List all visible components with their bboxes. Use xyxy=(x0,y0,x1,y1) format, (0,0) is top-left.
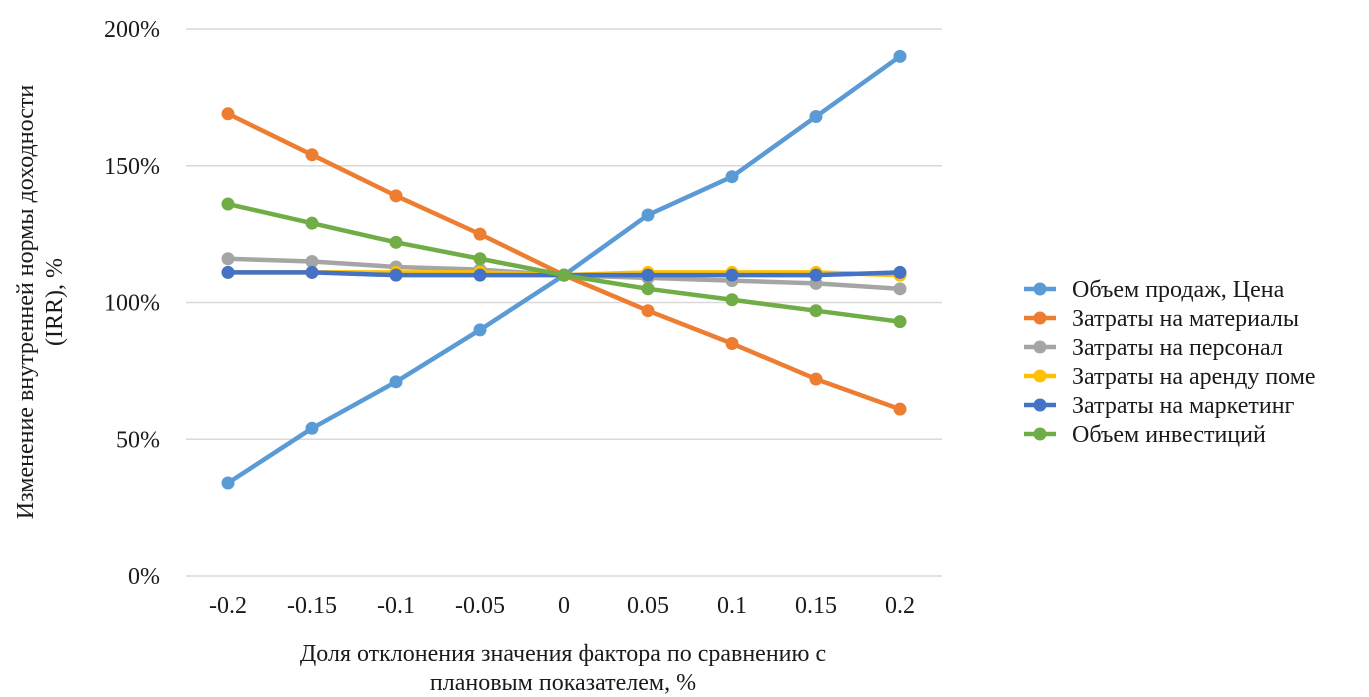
data-point xyxy=(809,268,823,282)
legend-swatch-marker xyxy=(1033,311,1047,325)
gridlines xyxy=(186,28,942,577)
y-axis-title-line: (IRR), % xyxy=(42,258,68,346)
legend-item: Объем продаж, Цена xyxy=(1024,277,1285,303)
legend-label: Затраты на персонал xyxy=(1072,335,1283,361)
data-point xyxy=(809,110,823,124)
data-point xyxy=(725,337,739,351)
legend-label: Затраты на материалы xyxy=(1072,306,1299,332)
legend-item: Затраты на персонал xyxy=(1024,335,1283,361)
data-point xyxy=(389,268,403,282)
y-axis-title: Изменение внутренней нормы доходности (IR… xyxy=(13,85,68,520)
x-tick-label: -0.1 xyxy=(377,593,415,619)
y-axis-ticks: 0% 50% 100% 150% 200% xyxy=(104,17,160,590)
y-tick-label: 100% xyxy=(104,291,160,317)
x-tick-label: -0.2 xyxy=(209,593,247,619)
legend-swatch-marker xyxy=(1033,427,1047,441)
legend-item: Затраты на материалы xyxy=(1024,306,1299,332)
data-point xyxy=(893,402,907,416)
legend-item: Затраты на аренду поме xyxy=(1024,364,1316,390)
legend-item: Объем инвестиций xyxy=(1024,422,1266,448)
data-point xyxy=(893,315,907,329)
data-point xyxy=(305,265,319,279)
y-tick-label: 150% xyxy=(104,154,160,180)
data-point xyxy=(809,372,823,386)
data-point xyxy=(725,170,739,184)
data-point xyxy=(305,148,319,162)
data-point xyxy=(221,107,235,121)
y-axis-title-line: Изменение внутренней нормы доходности xyxy=(13,85,39,520)
series-6 xyxy=(221,197,907,329)
data-point xyxy=(389,235,403,249)
x-tick-label: 0.1 xyxy=(717,593,747,619)
legend-item: Затраты на маркетинг xyxy=(1024,393,1295,419)
data-point xyxy=(893,49,907,63)
x-axis-title-line: плановым показателем, % xyxy=(430,670,696,696)
data-point xyxy=(641,282,655,296)
data-point xyxy=(305,254,319,268)
data-point xyxy=(221,252,235,266)
legend-swatch-marker xyxy=(1033,340,1047,354)
x-tick-label: 0 xyxy=(558,593,570,619)
x-axis-title: Доля отклонения значения фактора по срав… xyxy=(300,641,826,696)
data-point xyxy=(389,189,403,203)
data-point xyxy=(641,208,655,222)
y-tick-label: 50% xyxy=(116,427,160,453)
data-point xyxy=(221,197,235,211)
y-tick-label: 200% xyxy=(104,17,160,43)
data-point xyxy=(893,282,907,296)
data-point xyxy=(473,227,487,241)
x-axis-title-line: Доля отклонения значения фактора по срав… xyxy=(300,641,826,667)
legend-label: Затраты на аренду поме xyxy=(1072,364,1316,390)
x-tick-label: -0.15 xyxy=(287,593,337,619)
x-tick-label: 0.05 xyxy=(627,593,669,619)
data-point xyxy=(893,265,907,279)
data-point xyxy=(725,268,739,282)
x-tick-label: 0.2 xyxy=(885,593,915,619)
data-point xyxy=(473,252,487,266)
x-tick-label: -0.05 xyxy=(455,593,505,619)
data-point xyxy=(725,293,739,307)
x-axis-ticks: -0.2 -0.15 -0.1 -0.05 0 0.05 0.1 0.15 0.2 xyxy=(209,593,915,619)
data-point xyxy=(473,268,487,282)
x-tick-label: 0.15 xyxy=(795,593,837,619)
legend-swatch-marker xyxy=(1033,282,1047,296)
data-point xyxy=(473,323,487,337)
data-point xyxy=(641,268,655,282)
data-point xyxy=(809,304,823,318)
legend-swatch-marker xyxy=(1033,369,1047,383)
data-point xyxy=(389,375,403,389)
data-point xyxy=(221,265,235,279)
legend-label: Объем инвестиций xyxy=(1072,422,1266,448)
legend-swatch-marker xyxy=(1033,398,1047,412)
series-group xyxy=(221,49,907,490)
legend-label: Объем продаж, Цена xyxy=(1072,277,1285,303)
data-point xyxy=(557,268,571,282)
data-point xyxy=(305,421,319,435)
data-point xyxy=(305,216,319,230)
data-point xyxy=(641,304,655,318)
legend: Объем продаж, Цена Затраты на материалы За… xyxy=(1024,277,1316,448)
y-tick-label: 0% xyxy=(128,564,160,590)
data-point xyxy=(221,476,235,490)
legend-label: Затраты на маркетинг xyxy=(1072,393,1295,419)
